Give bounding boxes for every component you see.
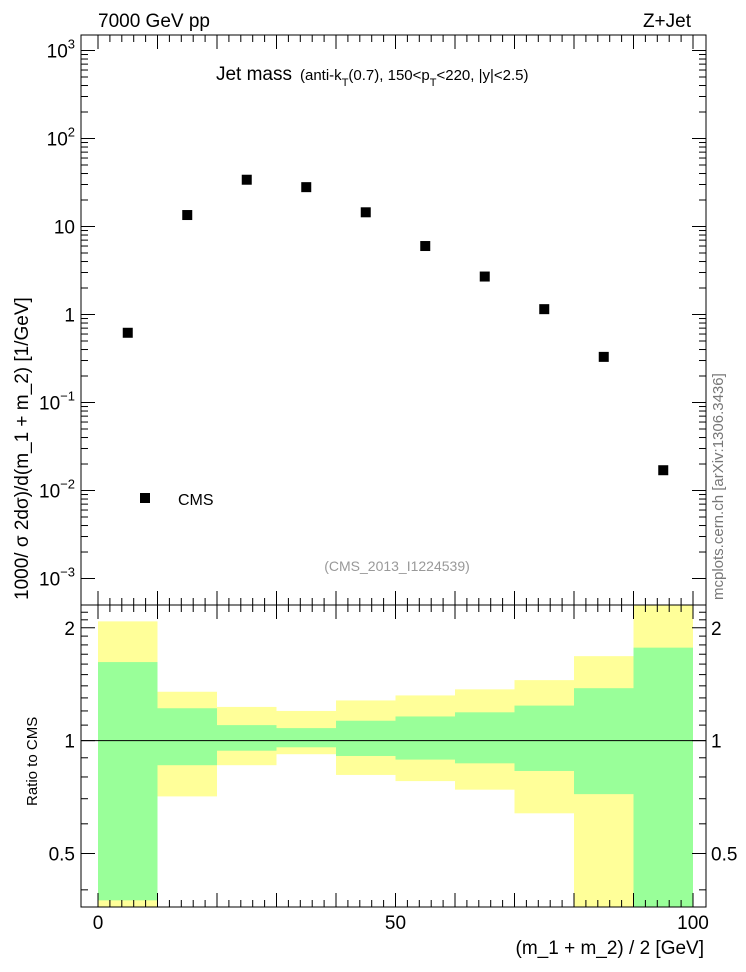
ratio-frame: [80, 604, 707, 908]
main-y-label: 1000/ σ 2dσ)/d(m_1 + m_2) [1/GeV]: [12, 297, 33, 600]
chart-title: Jet mass: [216, 64, 292, 85]
subtitle-part-3: (0.7), 150<p: [348, 67, 429, 84]
band-inner: [157, 708, 217, 766]
data-point: [122, 327, 133, 338]
y-tick-label: 10−1: [39, 389, 75, 415]
data-point: [241, 174, 252, 185]
chart-subtitle: (anti-kT(0.7), 150<pT<220, |y|<2.5): [300, 67, 529, 89]
data-point: [182, 210, 193, 221]
ratio-y-axis: 0.5 0.5 1 1 2 2: [49, 611, 737, 891]
band-inner: [98, 662, 158, 901]
band-inner: [514, 705, 574, 771]
x-axis: 0 50 100: [93, 35, 709, 934]
band-inner: [217, 725, 277, 751]
data-point: [598, 351, 609, 362]
x-axis-label: (m_1 + m_2) / 2 [GeV]: [516, 938, 705, 959]
ratio-tick-label-right: 0.5: [711, 845, 737, 866]
ratio-tick-label: 1: [64, 732, 75, 753]
data-point: [420, 241, 431, 252]
data-point: [360, 207, 371, 218]
y-tick-label: 10−3: [39, 565, 75, 591]
ratio-tick-label-right: 2: [711, 619, 722, 640]
ratio-tick-label-right: 1: [711, 732, 722, 753]
ratio-tick-label: 2: [64, 619, 75, 640]
band-inner: [455, 712, 515, 764]
ratio-panel: 0.5 0.5 1 1 2 2 0 50 100 Ratio to CMS (m_1 + m_…: [24, 35, 737, 959]
header-left: 7000 GeV pp: [98, 11, 210, 32]
ratio-y-label: Ratio to CMS: [24, 717, 41, 806]
main-frame: [80, 34, 707, 606]
x-tick-label: 50: [385, 913, 406, 934]
main-y-axis: 10−3 10−2 10−1 1 10 102 103: [39, 36, 706, 591]
subtitle-part-2: T: [342, 77, 349, 89]
data-point: [539, 304, 550, 315]
data-point: [301, 182, 312, 193]
legend-label: CMS: [178, 492, 214, 509]
band-inner: [276, 728, 336, 748]
ratio-tick-label: 0.5: [49, 845, 75, 866]
band-inner: [574, 688, 634, 795]
y-tick-label: 102: [47, 124, 75, 150]
subtitle-part-5: <220, |y|<2.5): [436, 67, 528, 84]
band-inner: [633, 647, 693, 907]
analysis-label: (CMS_2013_I1224539): [324, 558, 470, 574]
subtitle-part-1: (anti-k: [300, 67, 342, 84]
x-tick-label: 100: [677, 913, 709, 934]
main-data-series: [122, 174, 669, 476]
y-tick-label: 103: [47, 36, 75, 62]
header-right: Z+Jet: [643, 11, 692, 32]
band-inner: [395, 716, 455, 760]
side-label: mcplots.cern.ch [arXiv:1306.3436]: [710, 373, 727, 600]
band-inner: [336, 720, 396, 756]
subtitle-part-4: T: [430, 77, 437, 89]
y-tick-label: 10: [54, 218, 75, 239]
legend-marker: [140, 493, 150, 503]
x-tick-label: 0: [93, 913, 104, 934]
data-point: [658, 465, 669, 476]
y-tick-label: 1: [64, 306, 75, 327]
data-point: [479, 271, 490, 282]
y-tick-label: 10−2: [39, 477, 75, 503]
ratio-bands: [98, 605, 693, 907]
